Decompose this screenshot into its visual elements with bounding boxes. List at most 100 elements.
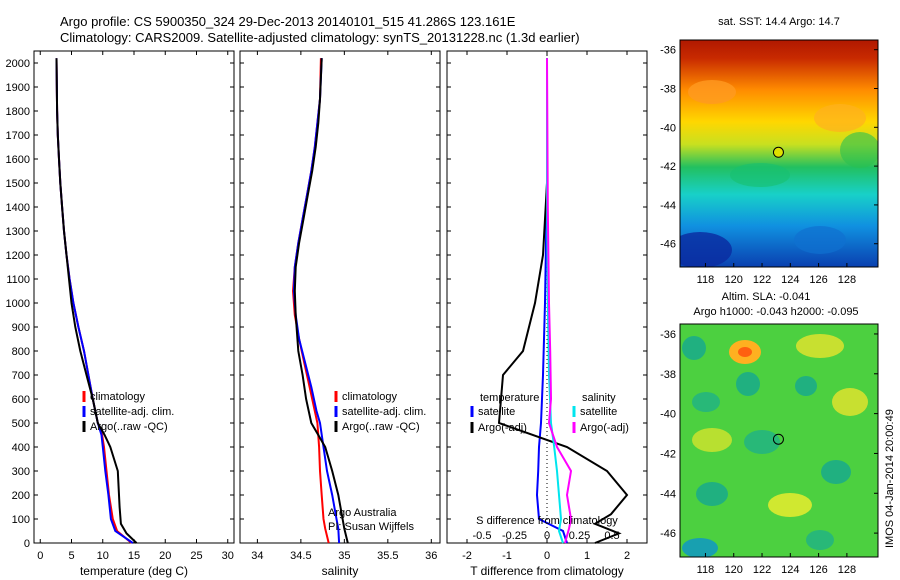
difference-x-axis: -2 -1 0 1 2 xyxy=(462,51,630,562)
s-difference-label: S difference from climatology xyxy=(476,515,618,527)
salinity-x-axis: 34 34.5 35 35.5 36 xyxy=(251,51,437,562)
sst-map-title: sat. SST: 14.4 Argo: 14.7 xyxy=(718,16,840,28)
map-x-tick-label: 124 xyxy=(781,274,799,286)
y-tick-label: 500 xyxy=(12,418,30,430)
series-line-argo-adj- xyxy=(546,58,573,544)
y-tick-label: 900 xyxy=(12,322,30,334)
salinity-y-ticks xyxy=(240,62,440,544)
map-y-tick-label: -42 xyxy=(660,448,676,460)
x-tick-label: 35 xyxy=(338,550,350,562)
temperature-x-axis: 0 5 10 15 20 25 30 xyxy=(37,51,234,562)
secondary-x-tick-label: -0.5 xyxy=(473,530,492,542)
map-x-tick-label: 124 xyxy=(781,564,799,576)
sla-patch xyxy=(768,493,812,517)
y-tick-label: 200 xyxy=(12,490,30,502)
sla-patch xyxy=(738,347,752,357)
legend-entry: climatology xyxy=(90,391,146,403)
sst-patch xyxy=(688,80,736,104)
series-line-argo-raw-qc- xyxy=(293,58,349,544)
salinity-panel: 34 34.5 35 35.5 36 salinity climatology satel… xyxy=(239,50,441,578)
y-tick-label: 100 xyxy=(12,514,30,526)
secondary-x-tick-label: 0 xyxy=(544,530,550,542)
sla-patch xyxy=(692,392,720,412)
x-tick-label: 20 xyxy=(159,550,171,562)
x-tick-label: 35.5 xyxy=(377,550,398,562)
y-tick-label: 1900 xyxy=(6,82,30,94)
argo-position-marker xyxy=(772,146,784,158)
y-tick-label: 0 xyxy=(24,538,30,550)
y-tick-label: 400 xyxy=(12,442,30,454)
y-tick-label: 600 xyxy=(12,394,30,406)
legend-entry: satellite-adj. clim. xyxy=(90,406,174,418)
sla-map-title: Altim. SLA: -0.041 xyxy=(722,291,811,303)
sla-patch xyxy=(806,530,834,550)
x-tick-label: 1 xyxy=(584,550,590,562)
map-x-tick-label: 120 xyxy=(725,274,743,286)
x-tick-label: 10 xyxy=(97,550,109,562)
sla-patch xyxy=(821,460,851,484)
depth-axis: 0 100 200 300 400 500 600 700 800 900 1000 1100 1200… xyxy=(6,58,234,550)
x-tick-label: 5 xyxy=(68,550,74,562)
map-y-tick-label: -44 xyxy=(660,488,676,500)
difference-y-ticks xyxy=(447,62,647,544)
x-tick-label: 15 xyxy=(128,550,140,562)
difference-secondary-x-axis: -0.5 -0.25 0 0.25 0.5 xyxy=(473,530,620,542)
sla-map: Altim. SLA: -0.041 Argo h1000: -0.043 h2… xyxy=(660,291,879,576)
legend-entry: Argo(..raw -QC) xyxy=(342,421,420,433)
sst-patch xyxy=(794,226,846,254)
sla-field xyxy=(680,324,878,557)
x-tick-label: 36 xyxy=(425,550,437,562)
legend-entry: satellite-adj. clim. xyxy=(342,406,426,418)
legend-entry: salinity xyxy=(582,392,616,404)
map-y-tick-label: -40 xyxy=(660,122,676,134)
sla-patch xyxy=(795,376,817,396)
annotation-pi: PI: Susan Wijffels xyxy=(328,521,414,533)
sla-patch xyxy=(692,428,732,452)
legend-entry: satellite xyxy=(478,406,515,418)
y-tick-label: 1400 xyxy=(6,202,30,214)
map-x-tick-label: 122 xyxy=(753,274,771,286)
series-line-satellite xyxy=(535,58,568,544)
temperature-legend: climatology satellite-adj. clim. Argo(..ra… xyxy=(82,391,174,433)
y-tick-label: 800 xyxy=(12,346,30,358)
secondary-x-tick-label: -0.25 xyxy=(502,530,527,542)
header-line1: Argo profile: CS 5900350_324 29-Dec-2013… xyxy=(60,14,516,29)
sst-patch xyxy=(814,104,866,132)
map-x-tick-label: 118 xyxy=(697,274,715,286)
map-y-tick-label: -36 xyxy=(660,45,676,57)
y-tick-label: 1000 xyxy=(6,298,30,310)
temperature-xlabel: temperature (deg C) xyxy=(80,564,188,578)
legend-entry: satellite xyxy=(580,406,617,418)
map-x-tick-label: 126 xyxy=(809,564,827,576)
header-line2: Climatology: CARS2009. Satellite-adjuste… xyxy=(60,30,580,45)
temperature-panel: 0100200300400500600700800900100011001200… xyxy=(6,50,235,578)
legend-entry: temperature xyxy=(480,392,539,404)
map-x-tick-label: 122 xyxy=(753,564,771,576)
sst-patch xyxy=(730,163,790,187)
x-tick-label: 0 xyxy=(37,550,43,562)
sla-map-subtitle: Argo h1000: -0.043 h2000: -0.095 xyxy=(693,306,858,318)
salinity-axes-frame xyxy=(239,50,441,544)
y-tick-label: 1800 xyxy=(6,106,30,118)
y-tick-label: 1300 xyxy=(6,226,30,238)
map-x-tick-label: 128 xyxy=(838,564,856,576)
sla-map-axes: 118 120 122 124 126 128 -36 -38 -40 -42 -44 -46 xyxy=(660,329,878,576)
x-tick-label: 34 xyxy=(251,550,263,562)
sla-patch xyxy=(682,336,706,360)
sst-patch xyxy=(840,132,878,168)
series-line-argo-adj- xyxy=(497,58,629,544)
salinity-xlabel: salinity xyxy=(322,564,359,578)
sla-patch xyxy=(682,538,718,557)
difference-panel: -2 -1 0 1 2 -0.5 -0.25 0 0.25 0.5 S difference f… xyxy=(446,50,648,578)
y-tick-label: 1100 xyxy=(6,274,30,286)
legend-entry: climatology xyxy=(342,391,398,403)
argo-position-marker xyxy=(772,433,784,445)
y-tick-label: 700 xyxy=(12,370,30,382)
sst-patch xyxy=(680,232,732,267)
sla-patch xyxy=(796,334,844,358)
map-y-tick-label: -46 xyxy=(660,528,676,540)
y-tick-label: 300 xyxy=(12,466,30,478)
series-line-argo-raw-qc- xyxy=(55,58,138,544)
difference-series xyxy=(497,58,629,544)
salinity-legend: climatology satellite-adj. clim. Argo(..ra… xyxy=(334,391,426,433)
